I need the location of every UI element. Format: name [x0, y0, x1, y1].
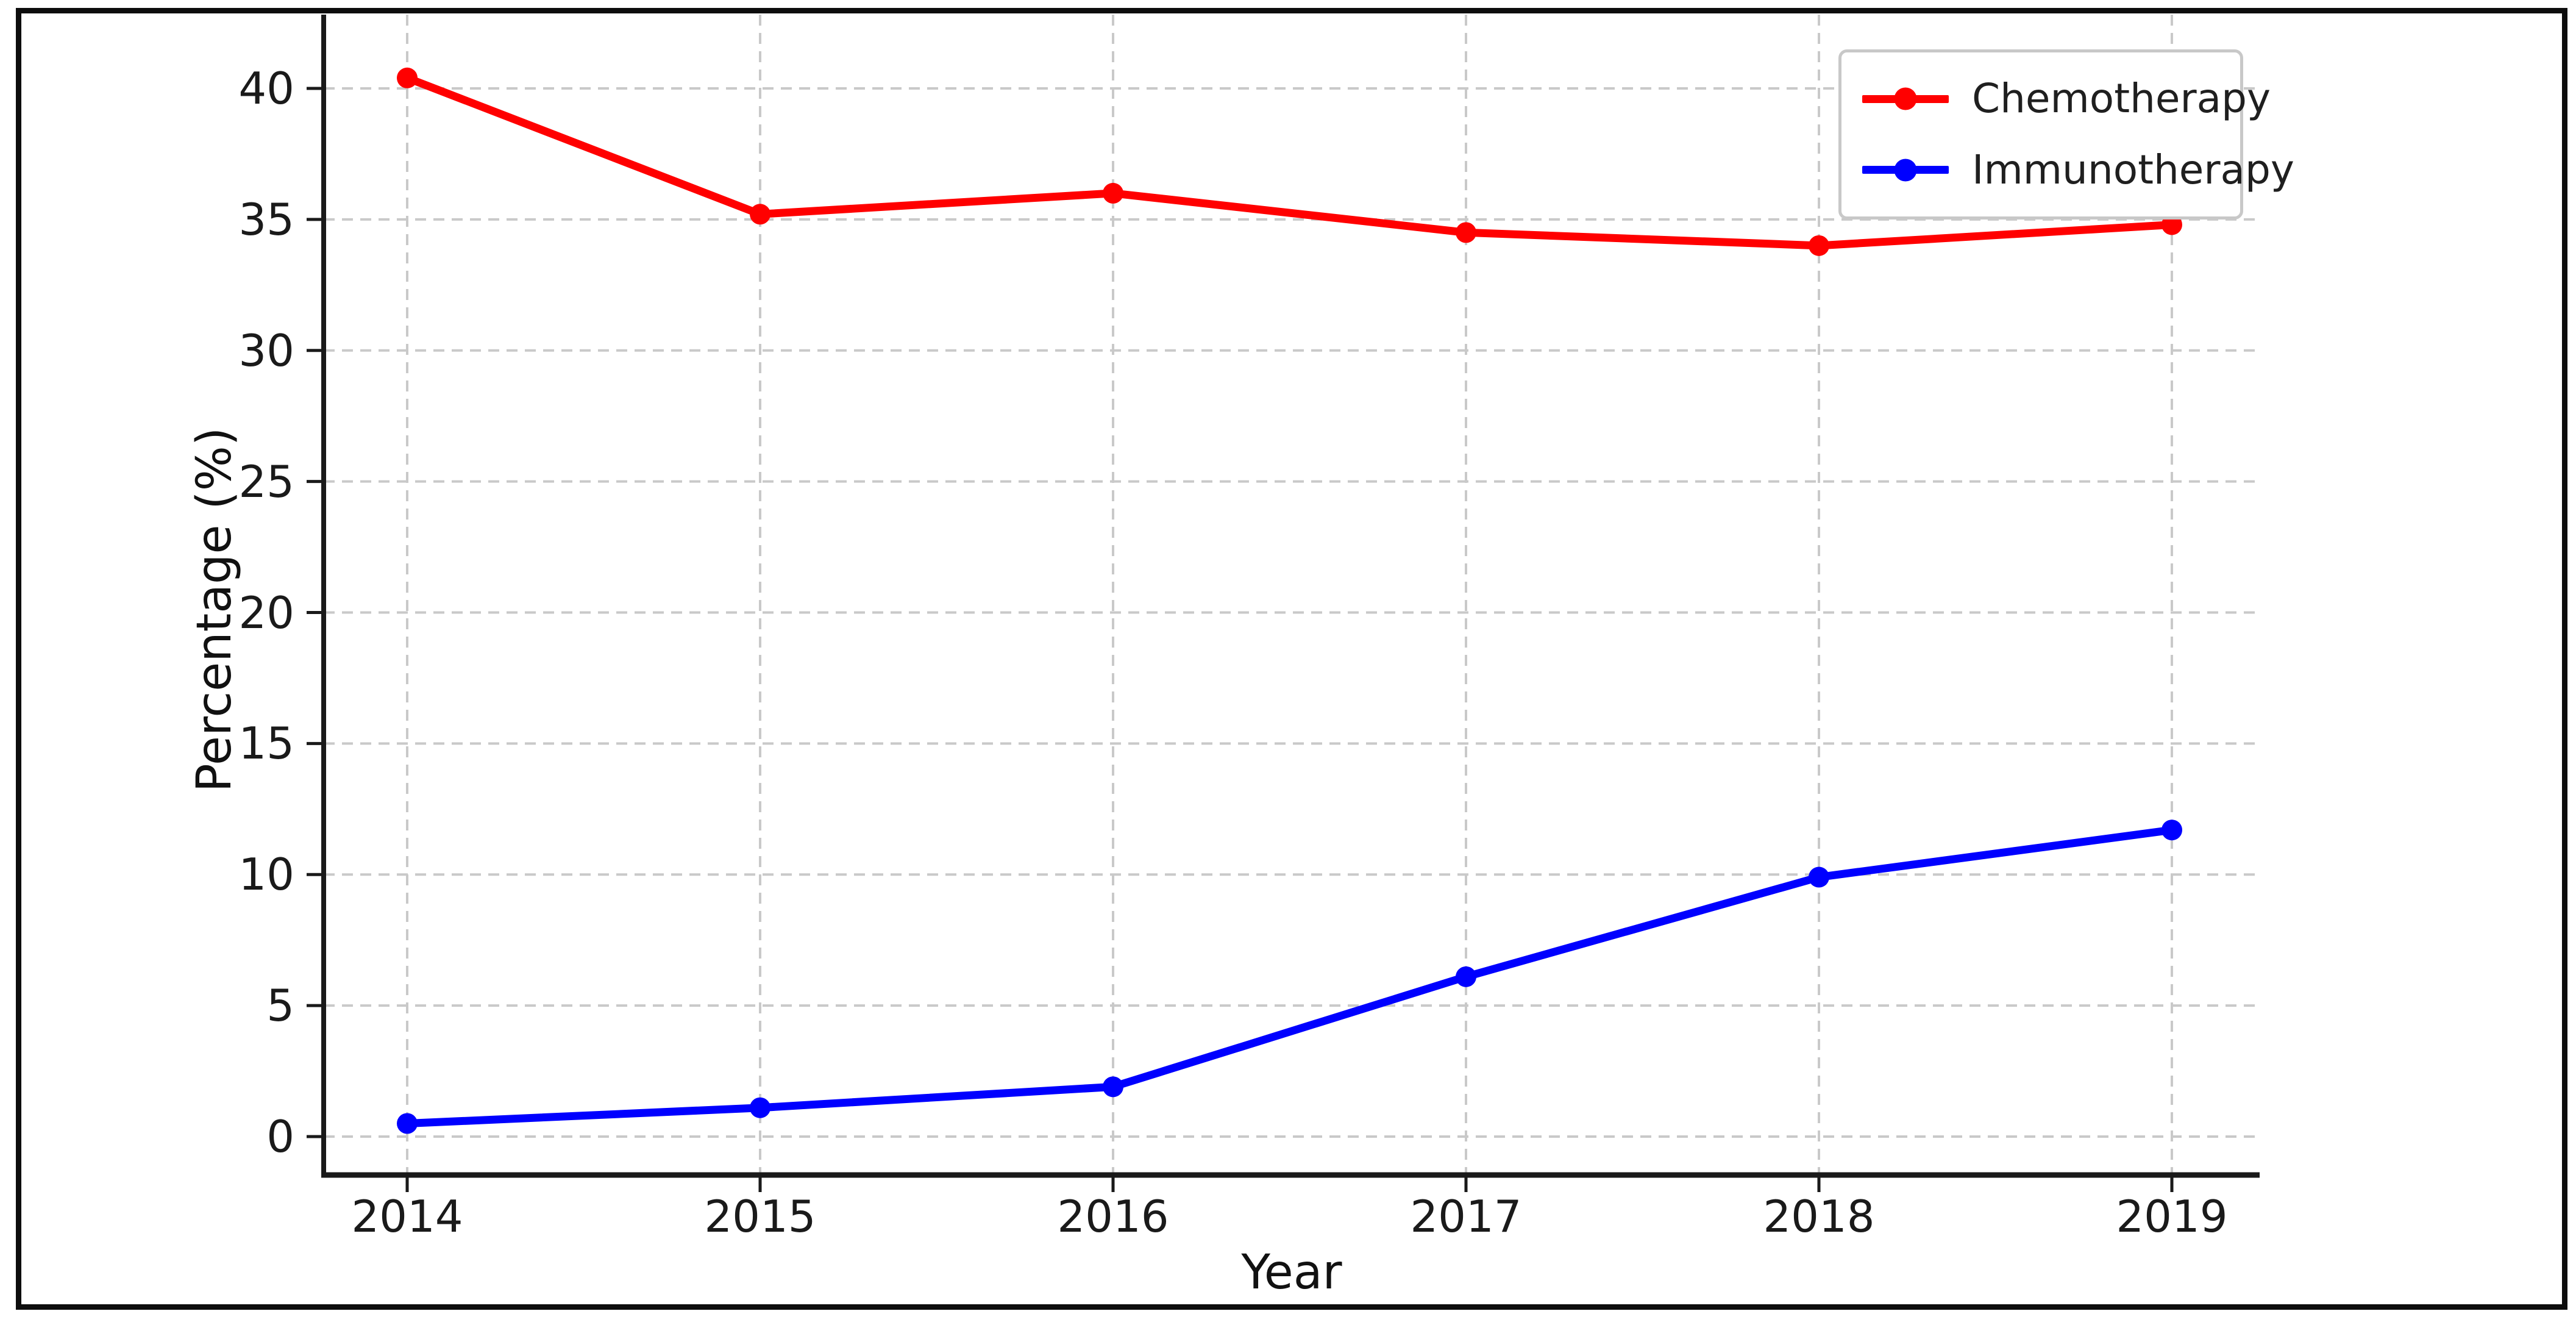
x-tick-label: 2018 — [1763, 1191, 1875, 1242]
y-tick-label: 0 — [266, 1111, 294, 1162]
y-tick-label: 30 — [238, 324, 294, 376]
y-tick-label: 35 — [238, 193, 294, 245]
immunotherapy-marker-icon — [1894, 159, 1917, 182]
data-point-chemotherapy-2014 — [397, 67, 418, 88]
y-tick-label: 10 — [238, 849, 294, 901]
y-tick-label: 15 — [238, 718, 294, 770]
data-point-chemotherapy-2017 — [1456, 222, 1476, 243]
y-tick-label: 25 — [238, 455, 294, 507]
immunotherapy-line-sample-icon — [1862, 159, 1949, 182]
legend-label: Immunotherapy — [1972, 146, 2294, 193]
data-point-immunotherapy-2019 — [2161, 820, 2182, 841]
x-tick-label: 2014 — [351, 1191, 463, 1242]
x-tick-label: 2017 — [1410, 1191, 1522, 1242]
data-point-immunotherapy-2016 — [1103, 1076, 1123, 1098]
data-point-chemotherapy-2015 — [750, 204, 770, 225]
y-tick-label: 20 — [238, 587, 294, 638]
legend-item-immunotherapy: Immunotherapy — [1862, 149, 2294, 190]
x-tick-label: 2016 — [1057, 1191, 1169, 1242]
data-point-immunotherapy-2018 — [1809, 866, 1829, 888]
data-point-immunotherapy-2014 — [397, 1113, 418, 1134]
x-tick-label: 2015 — [704, 1191, 816, 1242]
series-line-immunotherapy — [403, 826, 2176, 1128]
x-axis-title: Year — [1241, 1245, 1342, 1300]
data-point-chemotherapy-2018 — [1809, 235, 1829, 256]
data-point-immunotherapy-2017 — [1456, 966, 1476, 987]
legend-item-chemotherapy: Chemotherapy — [1862, 79, 2271, 119]
x-tick-label: 2019 — [2116, 1191, 2228, 1242]
chemotherapy-marker-icon — [1894, 87, 1917, 110]
series-line-chemotherapy — [403, 74, 2176, 250]
y-tick-label: 40 — [238, 63, 294, 114]
legend: Chemotherapy Immunotherapy — [1838, 49, 2294, 220]
data-point-immunotherapy-2015 — [750, 1097, 770, 1118]
chemotherapy-line-sample-icon — [1862, 87, 1949, 110]
y-axis-title: Percentage (%) — [187, 427, 242, 793]
legend-label: Chemotherapy — [1972, 75, 2271, 123]
data-point-chemotherapy-2016 — [1103, 182, 1123, 204]
y-tick-label: 5 — [266, 980, 294, 1032]
